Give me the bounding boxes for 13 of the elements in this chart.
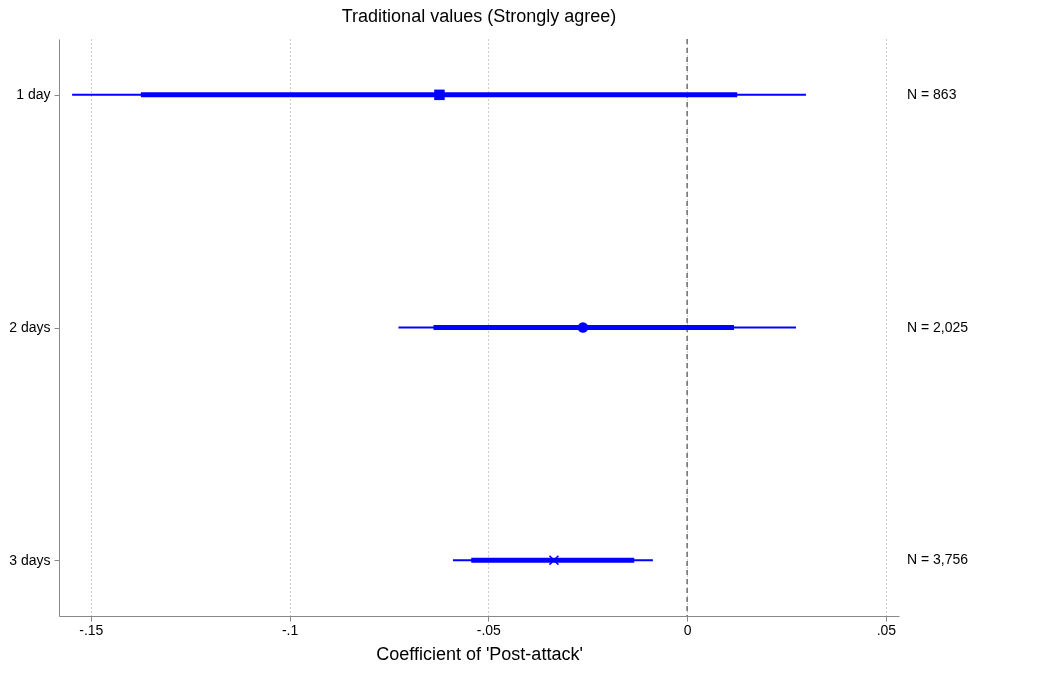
chart-title: Traditional values (Strongly agree) xyxy=(341,6,617,27)
text: N = 863 xyxy=(907,85,957,102)
x-tick-label: -.05 xyxy=(476,621,502,638)
x-tick-label: 0 xyxy=(683,621,692,638)
text: N = 2,025 xyxy=(907,318,969,335)
text: N = 3,756 xyxy=(907,551,969,568)
x-tick-label: -.1 xyxy=(281,621,299,638)
x-tick-label: -.15 xyxy=(79,621,104,638)
x-axis-title: Coefficient of 'Post-attack' xyxy=(376,643,583,664)
y-tick-label: 2 days xyxy=(9,319,51,335)
x-tick-label: .05 xyxy=(876,621,897,638)
y-tick-label: 1 day xyxy=(16,86,51,103)
y-tick-label: 3 days xyxy=(9,551,51,568)
